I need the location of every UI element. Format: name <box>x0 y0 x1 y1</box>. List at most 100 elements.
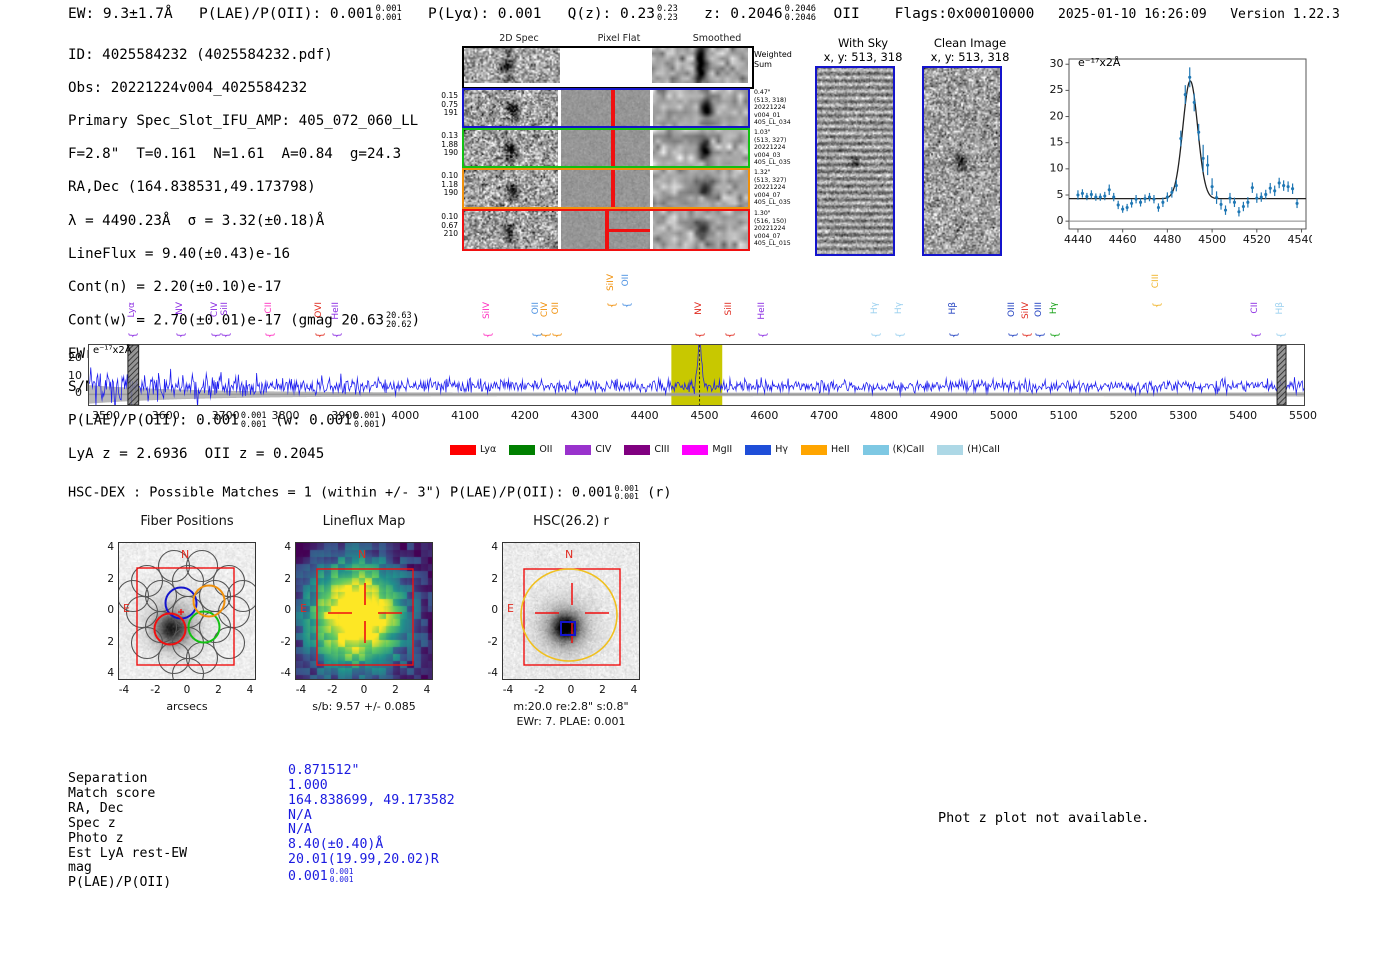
compass-east: E <box>123 602 130 615</box>
exposure-right-label: 20221224 <box>754 184 786 192</box>
emission-line-brace: { <box>1008 332 1020 339</box>
info-line-lineflux: LineFlux = 9.40(±0.43)e-16 <box>68 245 291 262</box>
stamp-caption-secondary: EWr: 7. PLAE: 0.001 <box>516 715 626 728</box>
stamp-xtick: -2 <box>150 684 161 696</box>
header-ew: EW: 9.3±1.7Å <box>68 5 173 22</box>
pixelflat-marker <box>611 170 615 207</box>
spectrum-xtick: 3700 <box>211 409 240 422</box>
cutout-image-frame <box>922 66 1002 256</box>
match-row-key: Spec z <box>68 815 116 831</box>
stamp-ytick: 0 <box>491 604 498 616</box>
exposure-right-label: v004_07 <box>754 232 781 240</box>
exposure-left-label: 190 <box>443 188 458 198</box>
stamp-image-frame <box>295 542 433 680</box>
stamp-panels-group: Fiber Positions N E -4 -2 0 2 4 4 2 0 2 4 arcsecs Line… <box>55 510 640 730</box>
exposure-left-label: 190 <box>443 148 458 158</box>
panel-separator <box>558 90 561 126</box>
emission-line-brace: { <box>694 332 706 339</box>
exposure-right-label: 405_LL_035 <box>754 199 791 207</box>
pixelflat-marker-horizontal <box>605 229 652 232</box>
line-profile-canvas <box>1032 48 1312 258</box>
panel-separator <box>650 130 653 166</box>
emission-line-label: Hγ <box>1048 302 1059 315</box>
exposure-right-label: 405_LL_015 <box>754 240 791 248</box>
info-line-contn: Cont(n) = 2.20(±0.10)e-17 <box>68 278 282 295</box>
legend-swatch <box>450 444 476 455</box>
exposure-left-label: 1.18 <box>441 179 458 189</box>
stamp-xtick: -2 <box>327 684 338 696</box>
spectrum-xtick: 3500 <box>91 409 120 422</box>
pixelflat-marker <box>611 130 615 166</box>
legend-label: CIII <box>654 444 670 455</box>
exposure-row <box>462 128 750 168</box>
legend-label: Hγ <box>775 444 788 455</box>
plae-w-range: 0.001 0.001 <box>353 411 380 431</box>
stamp-ytick: -2 <box>487 635 498 648</box>
stamp-ytick: 2 <box>491 572 498 585</box>
stamp-xtick: -4 <box>118 684 130 696</box>
info-line-id: ID: 4025584232 (4025584232.pdf) <box>68 46 333 63</box>
stamp-xtick: 0 <box>360 684 368 696</box>
panel-separator <box>558 130 561 166</box>
legend-item: OII <box>509 444 552 455</box>
stamp-xtick: 2 <box>392 684 399 696</box>
match-row-key: Photo z <box>68 830 124 846</box>
emission-line-label: OIII <box>1007 302 1018 318</box>
spectrum-xtick: 4500 <box>690 409 719 422</box>
weighted-sum-label: Weighted Sum <box>754 50 792 69</box>
full-spectrum-frame <box>88 344 1305 406</box>
line-profile-units: e⁻¹⁷x2Å <box>1078 56 1121 69</box>
full-spectrum-units: e⁻¹⁷x2Å <box>93 345 132 356</box>
exposure-left-label: 0.75 <box>441 99 458 109</box>
stamp-xtick: 4 <box>423 684 431 696</box>
exposure-2dspec-image <box>464 130 560 166</box>
stamp-caption-primary: m:20.0 re:2.8" s:0.8" <box>513 700 629 713</box>
exposure-right-labels: 1.32" (513, 327) 20221224 v004_07 405_LL_035 <box>754 169 791 207</box>
exposure-right-label: (513, 318) <box>754 96 787 104</box>
exposure-right-label: (516, 150) <box>754 217 787 225</box>
emission-line-brace: { <box>331 332 343 339</box>
emission-line-brace: { <box>220 332 232 339</box>
emission-line-brace: { <box>606 302 618 309</box>
match-row-key: Separation <box>68 771 148 786</box>
match-plae-range: 0.001 0.001 <box>329 867 354 885</box>
exposure-smoothed-image <box>652 90 748 126</box>
emission-line-label: SiIV <box>605 274 616 292</box>
emission-line-label: SiIV <box>1021 302 1032 320</box>
legend-item: Hγ <box>745 444 788 455</box>
header-plae-poii-range: 0.001 0.001 <box>375 4 402 23</box>
emission-line-label: SiIV <box>481 302 492 320</box>
legend-item: (K)CaII <box>862 444 925 455</box>
compass-north: N <box>181 548 190 561</box>
match-row-key: P(LAE)/P(OII) <box>68 875 172 891</box>
match-row-value: N/A <box>288 807 312 823</box>
stamp-xtick: -4 <box>295 684 307 696</box>
match-row-key: RA, Dec <box>68 800 124 816</box>
exposure-left-labels: 0.10 0.67 210 <box>414 212 458 239</box>
plae-range: 0.001 0.001 <box>240 411 267 431</box>
exposure-left-label: 210 <box>443 229 458 239</box>
emission-line-label: HeII <box>330 302 341 320</box>
stamp-xtick: 0 <box>183 684 191 696</box>
legend-swatch <box>509 444 536 455</box>
legend-label: (K)CaII <box>892 444 925 455</box>
legend-swatch <box>745 444 772 455</box>
hscdex-summary: HSC-DEX : Possible Matches = 1 (within +… <box>68 484 671 501</box>
full-spectrum-canvas <box>89 345 1304 405</box>
header-z-species: OII <box>833 5 860 22</box>
exposure-pixelflat-image <box>560 130 652 166</box>
legend-swatch <box>565 444 592 455</box>
cutout-subtitle: x, y: 513, 318 <box>930 50 1010 64</box>
lineflux-overlay <box>296 543 432 679</box>
emission-line-label: HeII <box>757 302 768 320</box>
lineflux-map-image <box>296 543 432 679</box>
stamp-image-frame <box>502 542 640 680</box>
stamp-ytick: 4 <box>107 667 114 679</box>
spectrum-xtick: 4400 <box>630 409 659 422</box>
stamp-ytick: 2 <box>107 572 114 585</box>
stamp-ytick: 4 <box>491 541 498 553</box>
spectrum-xtick: 4200 <box>510 409 539 422</box>
weighted-sum-2dspec-image <box>464 48 560 83</box>
match-row-value: N/A <box>288 822 312 838</box>
spectrum-xtick: 5100 <box>1049 409 1078 422</box>
